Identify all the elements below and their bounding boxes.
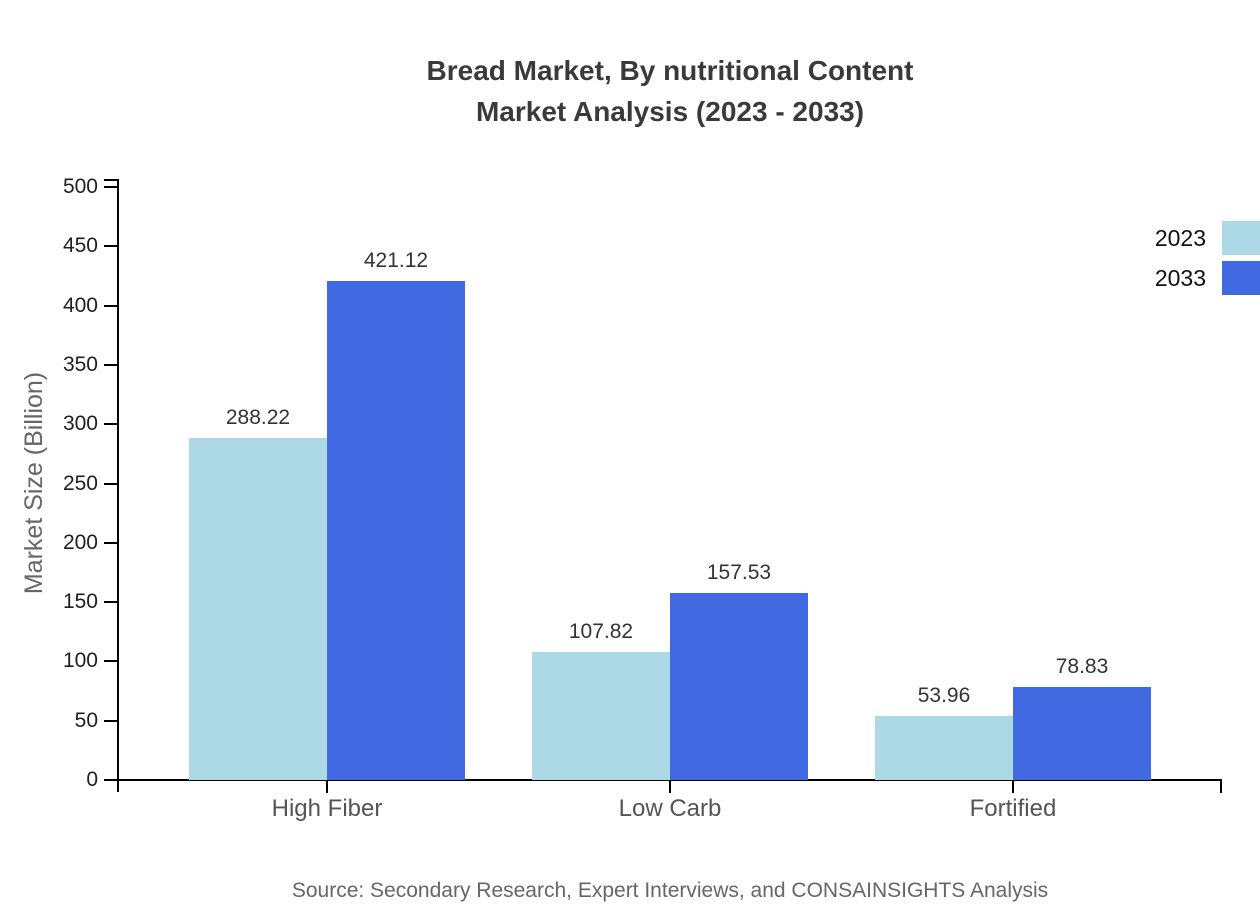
y-tick-label: 450 [62,234,98,258]
bar-2033-low-carb [670,593,808,780]
x-tick-fortified [1012,780,1014,793]
bar-2023-low-carb [532,652,670,780]
bar-2033-high-fiber [327,280,465,780]
y-tick-label: 300 [62,412,98,436]
y-tick-label: 0 [86,768,98,791]
chart-title-line1: Bread Market, By nutritional Content [426,55,914,86]
legend-label-2033: 2033 [1154,265,1206,291]
value-label: 107.82 [568,620,634,644]
x-tick-low-carb [669,780,671,793]
value-label: 421.12 [363,248,429,272]
legend-swatch-2023 [1222,221,1260,255]
y-tick-label: 350 [62,352,98,376]
y-tick [104,660,118,663]
y-tick [104,779,118,781]
category-label-low-carb: Low Carb [618,795,722,822]
x-tick-right-end [1220,780,1222,793]
y-tick [104,423,118,426]
y-tick-label: 100 [62,649,98,673]
y-axis-line [117,180,119,792]
value-label: 53.96 [917,684,971,707]
y-tick-label: 150 [62,590,98,614]
y-tick [104,719,118,722]
legend-label-2023: 2023 [1154,225,1206,251]
value-label: 157.53 [706,561,772,585]
x-tick-high-fiber [326,780,328,793]
chart-title: Bread Market, By nutritional Content Mar… [118,50,1222,132]
y-tick [104,304,118,307]
source-note: Source: Secondary Research, Expert Inter… [291,879,1049,902]
y-tick-label: 500 [62,175,98,198]
value-label: 78.83 [1055,654,1109,678]
y-tick [104,482,118,485]
y-axis-top-cap [104,179,119,181]
y-tick [104,363,118,366]
bar-2033-fortified [1013,686,1151,780]
y-tick-label: 50 [74,708,98,732]
bar-2023-high-fiber [189,438,327,780]
y-tick [104,541,118,544]
y-tick [104,245,118,248]
y-tick-label: 200 [62,530,98,554]
bar-2023-fortified [875,716,1013,780]
category-label-high-fiber: High Fiber [271,795,383,822]
value-label: 288.22 [225,406,291,430]
y-tick-label: 250 [62,471,98,495]
y-tick-label: 400 [62,293,98,317]
category-label-fortified: Fortified [969,795,1057,822]
chart-title-line2: Market Analysis (2023 - 2033) [475,96,865,127]
legend-swatch-2033 [1222,261,1260,295]
y-tick [104,601,118,604]
y-tick [104,186,118,188]
